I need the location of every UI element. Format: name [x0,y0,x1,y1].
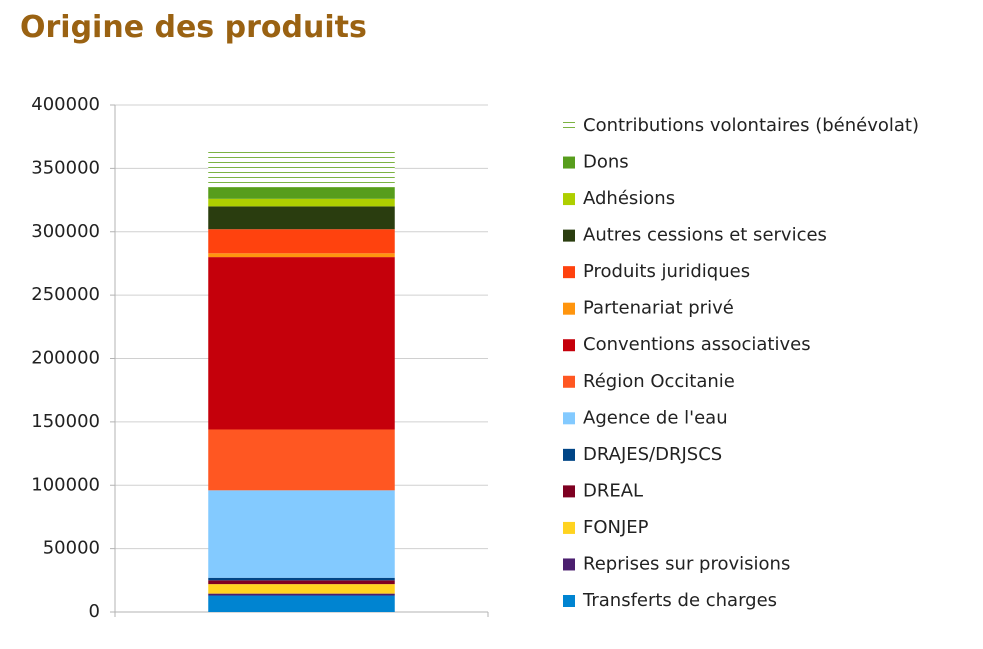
legend-swatch [563,339,575,352]
legend-label: Dons [583,152,629,173]
chart-title: Origine des produits [20,10,367,45]
legend-label: Région Occitanie [583,371,735,392]
legend-label: Adhésions [583,188,675,209]
legend-swatch [563,302,575,315]
bar-segment [208,206,395,230]
y-tick-label: 300000 [31,221,100,242]
bar-segment [208,429,395,491]
bar-segment [208,577,395,581]
y-tick-label: 0 [89,601,100,622]
legend-swatch [563,156,575,169]
legend-swatch [563,375,575,388]
legend-swatch [563,448,575,461]
legend-label: Produits juridiques [583,261,750,282]
bar-segment [208,198,395,207]
bar-segment [208,490,395,578]
legend-swatch [563,120,575,132]
bar-segment [208,187,395,199]
bar-segment [208,593,395,596]
bar-segment [208,595,395,612]
legend-label: Reprises sur provisions [583,553,790,574]
legend-label: Contributions volontaires (bénévolat) [583,115,919,136]
y-tick-label: 400000 [31,94,100,115]
legend-label: FONJEP [583,517,649,538]
y-tick-label: 100000 [31,474,100,495]
legend-swatch [563,229,575,242]
legend-label: Agence de l'eau [583,407,728,428]
y-tick-label: 250000 [31,284,100,305]
legend-label: Autres cessions et services [583,225,827,246]
bar-segment [208,257,395,430]
legend-swatch [563,521,575,534]
legend-label: DRAJES/DRJSCS [583,444,722,465]
legend-swatch [563,595,575,607]
legend-swatch [563,558,575,571]
legend-swatch [563,485,575,498]
legend-swatch [563,412,575,425]
legend-label: DREAL [583,480,643,501]
legend-label: Conventions associatives [583,334,811,355]
y-tick-label: 350000 [31,157,100,178]
bar-segment [208,584,395,594]
bar-segment [208,229,395,254]
y-tick-label: 50000 [43,538,100,559]
bar-segment [208,580,395,585]
legend-label: Partenariat privé [583,298,734,319]
y-tick-label: 150000 [31,411,100,432]
bar-segment [208,253,395,258]
legend-swatch [563,266,575,279]
legend-swatch [563,193,575,206]
bar-segment [208,149,395,188]
y-tick-label: 200000 [31,348,100,369]
legend-label: Transferts de charges [582,590,777,611]
